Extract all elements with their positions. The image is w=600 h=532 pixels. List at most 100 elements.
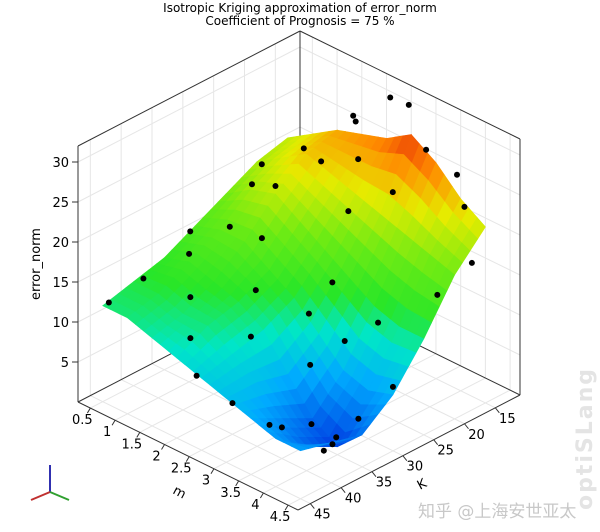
z-tick-label: 30 — [52, 156, 69, 171]
surface-patch — [291, 445, 310, 452]
k-axis-tick — [433, 439, 439, 446]
m-axis-tick — [136, 432, 141, 438]
m-axis-label: m — [170, 483, 188, 502]
m-axis-tick — [161, 444, 165, 450]
floor-gridline — [90, 395, 311, 505]
support-point — [105, 299, 112, 306]
k-tick-label: 40 — [345, 492, 362, 507]
chart-subtitle: Coefficient of Prognosis = 75 % — [205, 14, 395, 28]
support-point — [272, 183, 279, 190]
support-point — [305, 310, 312, 317]
support-point — [318, 158, 325, 165]
z-tick-label: 20 — [52, 236, 69, 251]
support-point — [333, 434, 340, 441]
m-axis-tick — [210, 468, 215, 474]
m-tick-label: 4 — [251, 498, 259, 513]
wall-gridline — [77, 46, 301, 163]
support-point — [266, 421, 273, 428]
surface — [102, 129, 486, 452]
m-tick-label: 2 — [152, 449, 160, 464]
support-point — [345, 208, 352, 215]
triad-y-axis — [49, 491, 70, 501]
support-point — [352, 118, 359, 125]
support-point — [252, 287, 259, 294]
m-axis-tick — [259, 492, 264, 499]
support-point — [461, 203, 468, 210]
support-point — [187, 228, 194, 235]
support-point — [355, 156, 362, 163]
m-axis-tick — [235, 480, 240, 487]
k-tick-label: 35 — [376, 476, 393, 491]
box-edge — [77, 30, 301, 147]
support-point — [193, 372, 200, 379]
support-point — [248, 181, 255, 188]
support-point — [341, 337, 348, 344]
support-point — [320, 447, 327, 454]
k-tick-label: 20 — [468, 428, 485, 443]
k-axis-tick — [402, 455, 408, 462]
wall-gridline — [299, 46, 521, 156]
support-point — [300, 145, 307, 152]
k-axis-tick — [494, 407, 500, 414]
m-axis-tick — [86, 407, 91, 414]
chart-title: Isotropic Kriging approximation of error… — [163, 1, 437, 15]
support-point — [329, 279, 336, 286]
k-axis-label: K — [415, 476, 430, 493]
k-axis-tick — [309, 503, 315, 509]
m-axis-tick — [284, 504, 289, 511]
floor-gridline — [120, 379, 342, 489]
k-tick-label: 45 — [314, 508, 331, 523]
triad-x-axis — [30, 491, 51, 501]
k-axis-tick — [464, 423, 469, 430]
wall-gridline — [77, 86, 301, 203]
m-tick-label: 0.5 — [72, 413, 93, 428]
support-point — [389, 383, 396, 390]
floor-gridline — [287, 389, 511, 506]
m-tick-label: 3 — [202, 474, 210, 489]
support-point — [405, 101, 412, 108]
support-point — [307, 361, 314, 368]
credit-watermark: 知乎 @上海安世亚太 — [418, 502, 577, 522]
support-point — [258, 235, 265, 242]
m-axis-tick — [111, 419, 116, 426]
k-tick-label: 25 — [437, 444, 454, 459]
support-point — [140, 275, 147, 282]
m-tick-label: 1.5 — [121, 437, 142, 452]
floor-gridline — [263, 377, 486, 494]
z-tick-label: 25 — [52, 196, 69, 211]
m-tick-label: 2.5 — [171, 462, 192, 477]
support-point — [375, 319, 382, 326]
support-point — [186, 250, 193, 257]
k-tick-label: 15 — [499, 412, 516, 427]
support-point — [278, 424, 285, 431]
m-tick-label: 1 — [103, 425, 111, 440]
k-tick-label: 30 — [407, 460, 424, 475]
support-point — [434, 291, 441, 298]
support-point — [389, 189, 396, 196]
box-edge — [297, 394, 521, 511]
support-point — [350, 112, 357, 119]
support-point — [308, 421, 315, 428]
m-tick-label: 4.5 — [270, 510, 291, 525]
wall-gridline — [77, 126, 301, 243]
support-point — [226, 223, 233, 230]
z-axis-label: error_norm — [29, 228, 44, 300]
z-tick-label: 15 — [52, 276, 69, 291]
support-point — [355, 415, 362, 422]
support-point — [329, 441, 336, 448]
support-point — [187, 335, 194, 342]
box-edge — [299, 30, 521, 140]
support-point — [454, 171, 461, 178]
m-axis-tick — [185, 456, 190, 462]
support-point — [468, 259, 475, 266]
support-point — [229, 400, 236, 407]
support-point — [247, 333, 254, 340]
support-point — [423, 146, 430, 153]
z-tick-label: 5 — [61, 356, 69, 371]
support-point — [258, 161, 265, 168]
support-point — [187, 294, 194, 301]
k-axis-tick — [340, 487, 346, 493]
m-tick-label: 3.5 — [220, 486, 241, 501]
